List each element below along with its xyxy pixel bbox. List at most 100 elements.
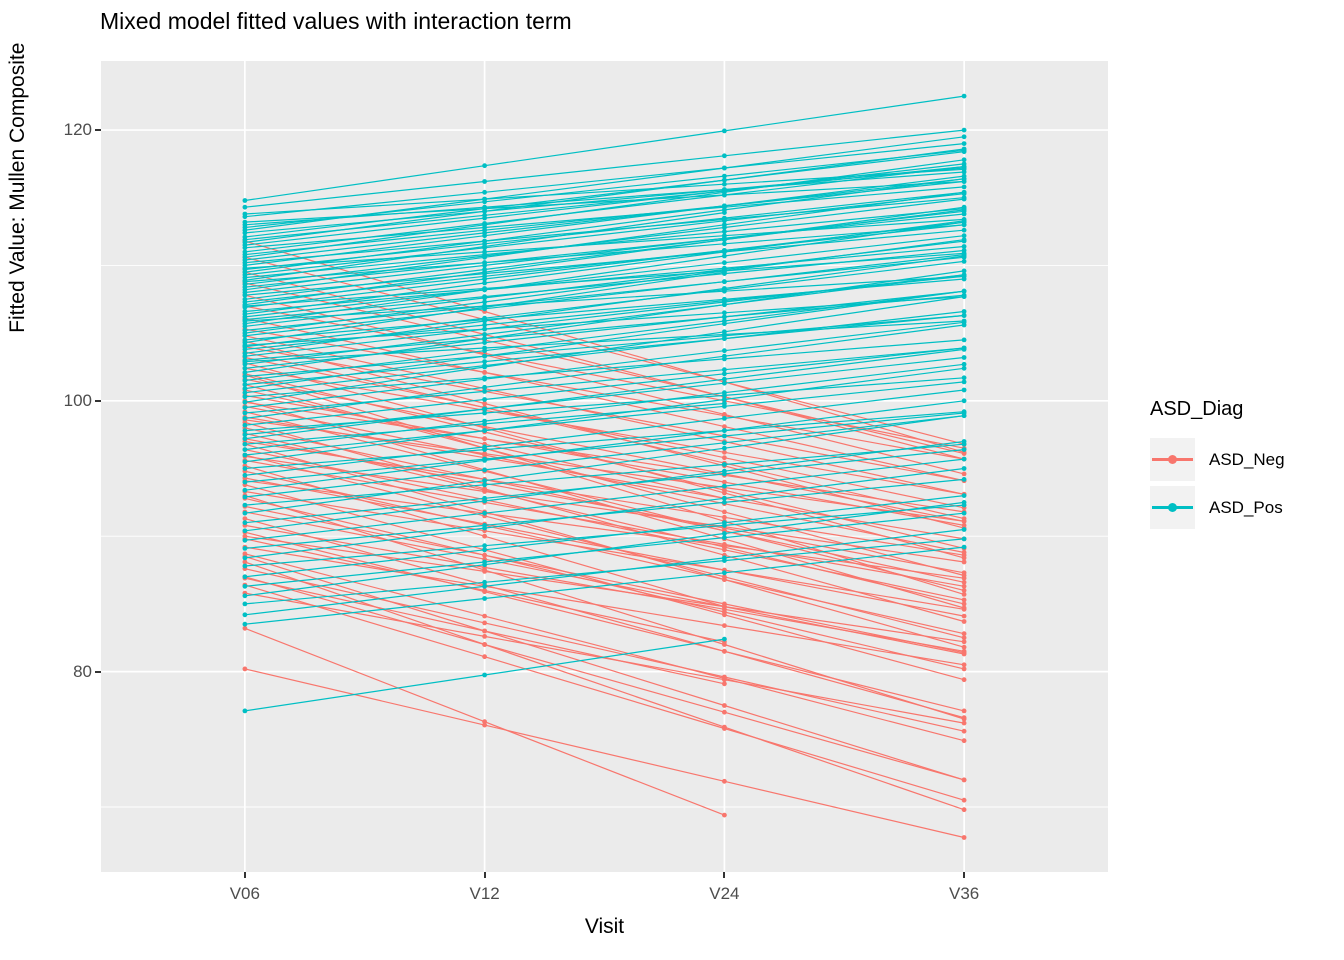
fitted-point-asd_pos — [961, 259, 967, 264]
fitted-point-asd_pos — [961, 141, 967, 146]
fitted-point-asd_neg — [482, 722, 487, 728]
fitted-point-asd_neg — [961, 662, 967, 668]
fitted-point-asd_neg — [961, 835, 967, 840]
fitted-point-asd_pos — [482, 478, 487, 484]
fitted-line-asd_pos — [244, 411, 965, 470]
fitted-point-asd_pos — [242, 510, 248, 516]
fitted-line-asd_neg — [244, 484, 965, 681]
fitted-point-asd_pos — [242, 234, 248, 240]
fitted-point-asd_pos — [242, 386, 248, 391]
fitted-point-asd_pos — [961, 134, 967, 140]
fitted-point-asd_pos — [242, 432, 248, 438]
fitted-point-asd_pos — [722, 153, 727, 159]
fitted-point-asd_pos — [961, 222, 967, 228]
fitted-point-asd_neg — [482, 567, 487, 573]
fitted-point-asd_pos — [482, 397, 487, 402]
fitted-point-asd_pos — [722, 128, 727, 134]
fitted-line-asd_neg — [244, 449, 965, 601]
fitted-line-asd_pos — [244, 180, 965, 256]
fitted-point-asd_pos — [242, 211, 248, 217]
fitted-point-asd_pos — [482, 286, 487, 291]
fitted-line-asd_pos — [244, 363, 965, 451]
fitted-point-asd_pos — [482, 559, 487, 565]
fitted-point-asd_pos — [961, 157, 967, 163]
fitted-point-asd_pos — [722, 371, 727, 377]
fitted-point-asd_pos — [961, 211, 967, 217]
x-tick-mark — [243, 872, 246, 878]
fitted-point-asd_pos — [722, 393, 727, 398]
fitted-point-asd_neg — [722, 479, 727, 485]
fitted-point-asd_pos — [722, 397, 727, 402]
fitted-point-asd_pos — [242, 593, 248, 599]
fitted-point-asd_pos — [722, 314, 727, 320]
fitted-point-asd_neg — [722, 778, 727, 784]
fitted-point-asd_pos — [242, 198, 248, 203]
fitted-line-asd_neg — [244, 668, 965, 839]
fitted-point-asd_neg — [482, 436, 487, 442]
fitted-line-asd_pos — [244, 149, 965, 229]
fitted-point-asd_pos — [242, 370, 248, 375]
fitted-point-asd_pos — [242, 574, 248, 580]
fitted-line-asd_pos — [244, 168, 965, 215]
fitted-point-asd_pos — [722, 249, 727, 255]
fitted-point-asd_pos — [242, 502, 248, 508]
fitted-point-asd_pos — [722, 471, 727, 477]
fitted-point-asd_neg — [961, 635, 967, 641]
fitted-line-asd_pos — [244, 290, 965, 390]
fitted-point-asd_pos — [961, 536, 967, 542]
fitted-point-asd_neg — [961, 579, 967, 585]
fitted-line-asd_neg — [244, 455, 965, 563]
legend-key-asd-pos — [1150, 486, 1195, 529]
fitted-point-asd_neg — [961, 677, 967, 683]
fitted-point-asd_pos — [242, 422, 248, 428]
fitted-point-asd_pos — [961, 238, 967, 244]
fitted-line-asd_pos — [244, 512, 965, 587]
fitted-point-asd_pos — [482, 353, 487, 359]
fitted-point-asd_pos — [961, 227, 967, 233]
fitted-line-asd_pos — [244, 347, 965, 426]
fitted-point-asd_neg — [242, 666, 248, 672]
fitted-point-asd_pos — [961, 361, 967, 367]
fitted-line-asd_pos — [244, 95, 965, 202]
fitted-line-asd_pos — [244, 221, 965, 308]
fitted-point-asd_pos — [961, 288, 967, 294]
fitted-point-asd_pos — [482, 375, 487, 381]
fitted-point-asd_pos — [961, 206, 967, 212]
fitted-point-asd_pos — [722, 483, 727, 489]
fitted-point-asd_pos — [961, 456, 967, 462]
fitted-point-asd_neg — [242, 551, 248, 557]
fitted-point-asd_pos — [961, 466, 967, 471]
fitted-point-asd_pos — [961, 254, 967, 260]
fitted-point-asd_pos — [482, 345, 487, 351]
fitted-point-asd_neg — [482, 613, 487, 619]
fitted-point-asd_neg — [961, 619, 967, 624]
fitted-point-asd_pos — [482, 221, 487, 226]
fitted-point-asd_pos — [242, 351, 248, 356]
fitted-point-asd_neg — [722, 812, 727, 818]
fitted-point-asd_pos — [242, 296, 248, 302]
fitted-line-asd_pos — [244, 367, 965, 463]
fitted-point-asd_pos — [722, 535, 727, 540]
fitted-point-asd_neg — [482, 589, 487, 595]
fitted-point-asd_pos — [722, 531, 727, 536]
fitted-line-asd_neg — [244, 416, 965, 540]
fitted-point-asd_pos — [722, 310, 727, 316]
fitted-point-asd_neg — [482, 552, 487, 558]
fitted-point-asd_pos — [722, 318, 727, 324]
fitted-point-asd_pos — [242, 337, 248, 343]
legend-key-asd-neg — [1150, 438, 1195, 481]
fitted-line-asd_pos — [244, 193, 965, 276]
fitted-point-asd_neg — [961, 716, 967, 722]
fitted-point-asd_pos — [961, 365, 967, 371]
fitted-line-asd_pos — [244, 339, 965, 398]
spaghetti-plot-canvas — [101, 61, 1108, 872]
legend-point-glyph — [1168, 455, 1177, 464]
fitted-point-asd_pos — [242, 466, 248, 471]
fitted-point-asd_pos — [961, 184, 967, 190]
fitted-line-asd_neg — [244, 374, 965, 595]
legend-entry-asd-pos: ASD_Pos — [1150, 486, 1285, 529]
fitted-point-asd_neg — [242, 625, 248, 631]
fitted-point-asd_neg — [242, 533, 248, 539]
fitted-point-asd_pos — [242, 583, 248, 589]
